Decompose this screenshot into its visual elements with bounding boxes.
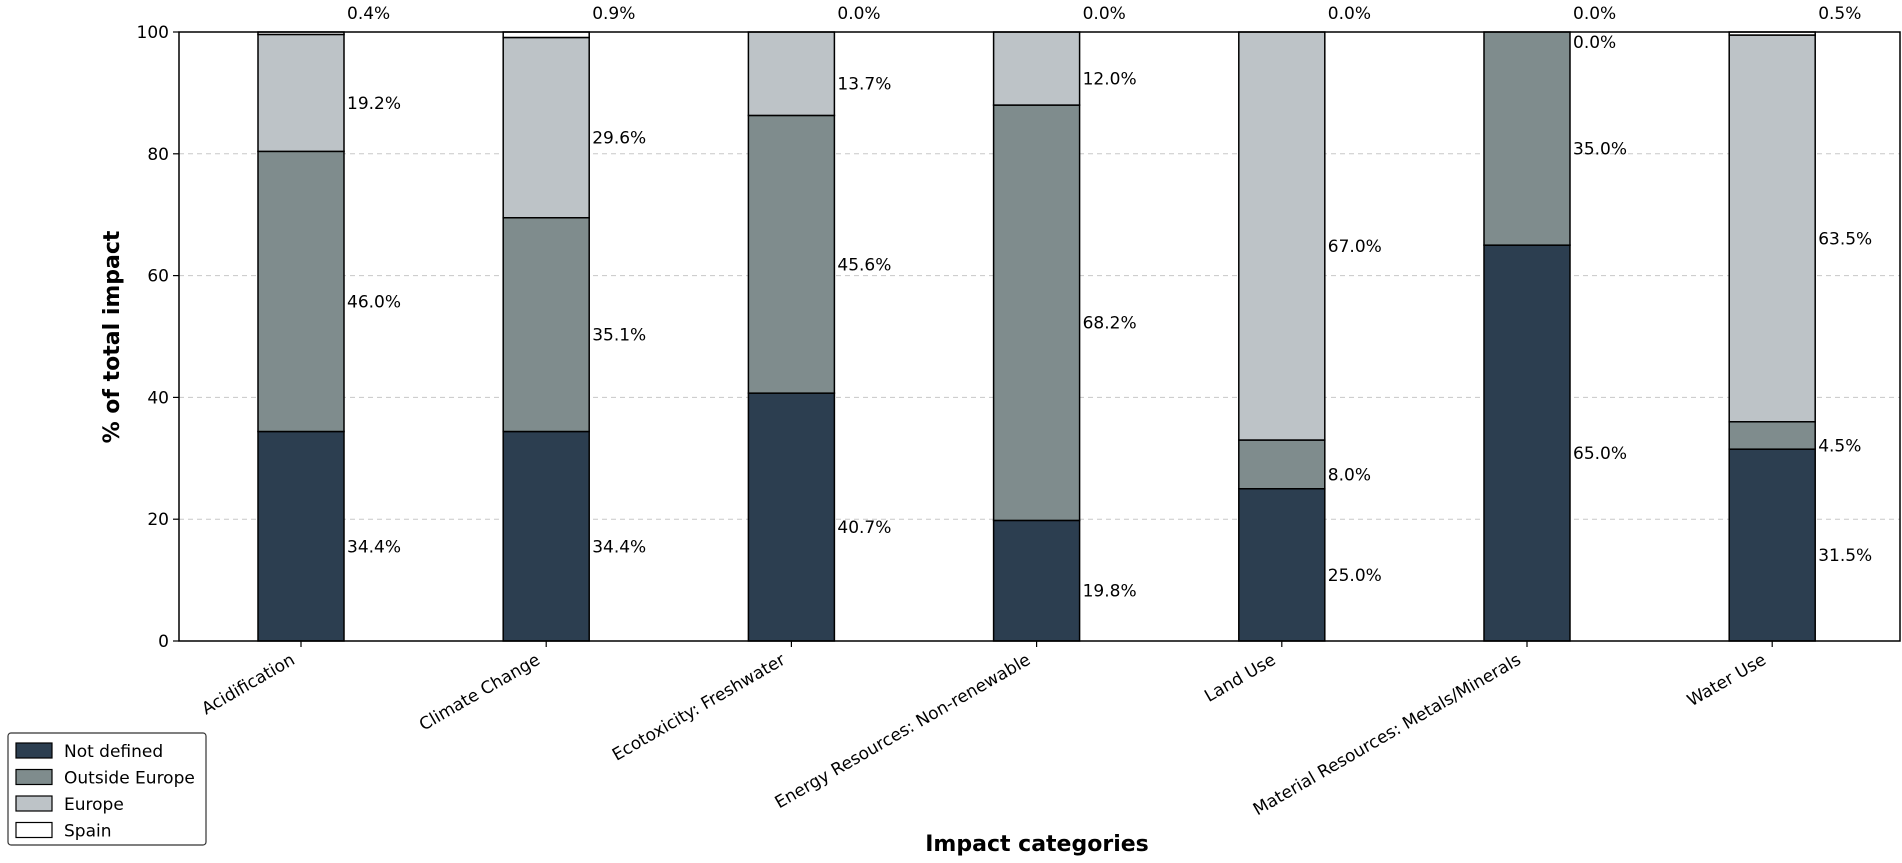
- data-label: 0.9%: [592, 4, 635, 24]
- x-axis-title: Impact categories: [925, 832, 1149, 857]
- y-tick-label: 60: [147, 267, 169, 287]
- data-label: 0.0%: [1573, 4, 1616, 24]
- data-label: 19.8%: [1083, 582, 1137, 602]
- bar-segment: [1238, 31, 1326, 441]
- data-label: 0.4%: [347, 4, 390, 24]
- y-tick-label: 100: [137, 23, 169, 43]
- gridlines: [179, 153, 1900, 520]
- legend: Not defined Outside Europe Europe Spain: [7, 732, 207, 846]
- x-tick-label: Land Use: [1201, 650, 1279, 707]
- plot-frame: [178, 31, 1901, 642]
- data-label: 68.2%: [1083, 314, 1137, 334]
- legend-entry-label: Not defined: [64, 742, 163, 762]
- data-label: 12.0%: [1083, 70, 1137, 90]
- y-tick-label: 0: [158, 632, 169, 652]
- bar-segment: [257, 150, 345, 433]
- data-label: 19.2%: [347, 94, 401, 114]
- bar-segment: [1483, 31, 1571, 246]
- legend-swatch: [15, 768, 53, 786]
- x-tick-label: Climate Change: [416, 650, 544, 735]
- bar-segment: [992, 104, 1081, 522]
- data-labels: 34.4% 46.0% 19.2% 0.4% 34.4% 35.1% 29.6% 0.9% 40…: [347, 4, 1872, 602]
- bar-segment: [747, 392, 836, 642]
- bar-segment: [1483, 244, 1571, 642]
- data-label: 67.0%: [1328, 237, 1382, 257]
- bar-segment: [502, 36, 590, 219]
- bar-segment: [1238, 439, 1326, 490]
- x-tick-label: Energy Resources: Non-renewable: [772, 650, 1034, 813]
- data-label: 34.4%: [592, 537, 646, 557]
- legend-swatch: [15, 795, 53, 812]
- x-tick-label: Material Resources: Metals/Minerals: [1250, 650, 1525, 820]
- legend-entry-label: Europe: [64, 795, 124, 815]
- bar-segment: [257, 430, 345, 642]
- legend-swatch: [15, 821, 53, 839]
- data-label: 65.0%: [1573, 444, 1627, 464]
- data-label: 0.0%: [1328, 4, 1371, 24]
- data-label: 46.0%: [347, 292, 401, 312]
- data-label: 0.0%: [1573, 33, 1616, 53]
- bar-segment: [502, 430, 590, 642]
- data-label: 0.5%: [1818, 4, 1861, 24]
- bar-segment: [502, 216, 590, 433]
- data-label: 0.0%: [1083, 4, 1126, 24]
- data-label: 63.5%: [1818, 229, 1872, 249]
- bar-segment: [1238, 488, 1326, 642]
- data-label: 34.4%: [347, 537, 401, 557]
- data-label: 35.0%: [1573, 140, 1627, 160]
- data-label: 13.7%: [837, 75, 891, 95]
- bar-segment: [502, 31, 590, 39]
- x-tick-label: Water Use: [1684, 650, 1770, 711]
- data-label: 8.0%: [1328, 465, 1371, 485]
- bar-segment: [992, 519, 1081, 642]
- bar-segment: [257, 33, 345, 153]
- y-tick-label: 80: [147, 145, 169, 165]
- legend-entry-label: Spain: [64, 822, 112, 842]
- x-tick-label: Acidification: [198, 650, 298, 719]
- bar-segment: [747, 114, 836, 394]
- data-label: 25.0%: [1328, 566, 1382, 586]
- y-tick-label: 20: [147, 510, 169, 530]
- legend-entry-label: Outside Europe: [64, 769, 195, 789]
- data-label: 45.6%: [837, 255, 891, 275]
- legend-box: [7, 732, 207, 846]
- bar-segment: [1728, 421, 1816, 450]
- data-label: 31.5%: [1818, 546, 1872, 566]
- data-label: 4.5%: [1818, 436, 1861, 456]
- bar-segment: [1728, 448, 1816, 642]
- y-tick-label: 40: [147, 388, 169, 408]
- x-tick-label: Ecotoxicity: Freshwater: [609, 650, 789, 765]
- data-label: 29.6%: [592, 129, 646, 149]
- data-label: 35.1%: [592, 326, 646, 346]
- bar-segment: [992, 31, 1081, 106]
- y-axis-title: % of total impact: [100, 230, 125, 443]
- bars: [257, 31, 1816, 642]
- data-label: 40.7%: [837, 518, 891, 538]
- legend-swatch: [15, 742, 53, 759]
- data-label: 0.0%: [837, 4, 880, 24]
- bar-segment: [1728, 34, 1816, 423]
- bar-segment: [747, 31, 836, 117]
